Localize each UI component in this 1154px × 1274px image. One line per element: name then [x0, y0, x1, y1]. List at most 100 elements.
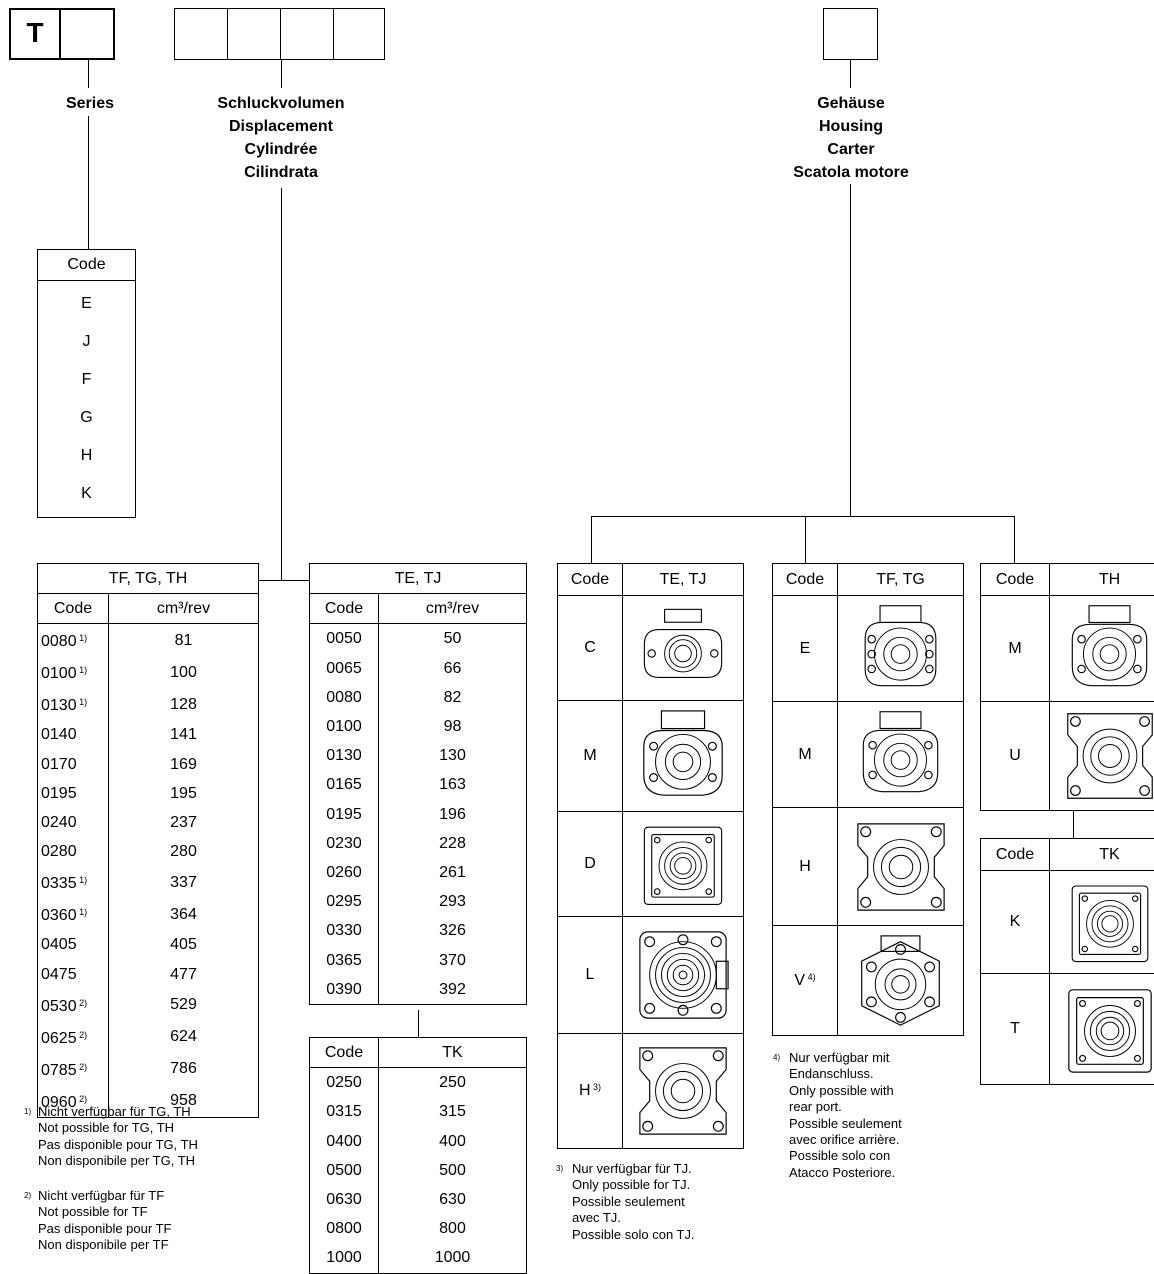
footnote-mark: 2)	[76, 997, 88, 1008]
row-code-text: 0335	[41, 875, 77, 893]
row-value: 98	[378, 711, 527, 742]
series-code-K: K	[81, 485, 92, 502]
row-code-text: 0165	[326, 776, 362, 794]
row-code: M	[557, 700, 623, 812]
row-code: D	[557, 811, 623, 917]
table-row: 0800 800	[309, 1214, 527, 1244]
magneto-flange-icon	[643, 710, 723, 796]
mounting-drawing	[622, 916, 744, 1034]
table-row: 0080 1) 81	[37, 623, 259, 657]
row-code-text: 0390	[326, 980, 362, 998]
table-row: 0130 1) 128	[37, 688, 259, 721]
table-row: V 4)	[772, 925, 964, 1036]
col-code: Code	[309, 593, 379, 625]
row-code: 0475	[37, 959, 109, 989]
table-header: Code TE, TJ	[557, 563, 744, 596]
row-value: 237	[108, 807, 259, 838]
row-code-text: U	[1009, 747, 1021, 764]
housing-table-tf-tg: Code TF, TG E M H V 4)	[772, 563, 964, 1036]
row-code: 0405	[37, 930, 109, 960]
series-code-table: Code E J F G H K	[37, 249, 136, 518]
row-code-text: 0960	[41, 1093, 77, 1111]
four-bolt-square-icon	[856, 822, 945, 911]
row-value: 1000	[378, 1243, 527, 1274]
row-value: 81	[108, 623, 259, 657]
footnote-mark: 2)	[76, 1061, 88, 1072]
row-value: 624	[108, 1020, 259, 1053]
row-code-text: M	[1008, 639, 1022, 657]
footnote-mark: 2)	[76, 1093, 88, 1104]
row-code-text: D	[584, 855, 596, 872]
row-value: 364	[108, 898, 259, 931]
row-code: 1000	[309, 1243, 379, 1274]
row-code-text: T	[1010, 1020, 1020, 1037]
row-code: 0140	[37, 720, 109, 750]
row-code-text: 0130	[41, 697, 77, 715]
table-row: 0100 1) 100	[37, 656, 259, 689]
mounting-drawing	[622, 700, 744, 812]
table-row: 0360 1) 364	[37, 898, 259, 931]
row-code-text: 0500	[326, 1161, 362, 1179]
row-code: 0100	[309, 711, 379, 742]
mounting-drawing	[622, 811, 744, 917]
table-row: K	[980, 870, 1154, 974]
table-row: 0405 405	[37, 930, 259, 960]
mounting-drawing	[1049, 870, 1154, 974]
table-row: E	[772, 595, 964, 702]
row-value: 169	[108, 749, 259, 779]
row-code-text: 0330	[326, 922, 362, 940]
row-code: M	[772, 701, 838, 808]
row-value: 400	[378, 1126, 527, 1156]
col-code: Code	[37, 593, 109, 625]
mounting-drawing	[1049, 701, 1154, 811]
table-header: Code TH	[980, 563, 1154, 596]
col-title: TH	[1049, 563, 1154, 596]
table-row: 0140 141	[37, 720, 259, 750]
row-value: 529	[108, 988, 259, 1021]
col-title: TK	[1049, 838, 1154, 871]
mounting-drawing	[1049, 595, 1154, 702]
row-code: 0315	[309, 1097, 379, 1127]
row-code-text: 0475	[41, 965, 77, 983]
row-code: 0195	[309, 799, 379, 829]
row-code-text: 0530	[41, 997, 77, 1015]
table-row: 0630 630	[309, 1184, 527, 1215]
row-code-text: 0295	[326, 893, 362, 911]
displacement-code-box-1	[174, 8, 228, 60]
row-code: 0630	[309, 1184, 379, 1215]
row-code: 0335 1)	[37, 866, 109, 899]
row-value: 141	[108, 720, 259, 750]
row-code: 0165	[309, 770, 379, 800]
col-code: Code	[980, 563, 1050, 596]
table-row: 0065 66	[309, 653, 527, 683]
row-code-text: L	[585, 966, 595, 983]
housing-table-tk: Code TK K T	[980, 838, 1154, 1085]
footnote-1: 1) Nicht verfügbar für TG, TH Not possibl…	[24, 1104, 274, 1170]
table-row: 0390 392	[309, 974, 527, 1005]
mounting-drawing	[1049, 973, 1154, 1085]
table-row: 0240 237	[37, 807, 259, 838]
row-code: V 4)	[772, 925, 838, 1036]
table-row: 0250 250	[309, 1067, 527, 1098]
row-code-text: 0195	[326, 805, 362, 823]
row-code: 0625 2)	[37, 1020, 109, 1053]
row-code-text: 0630	[326, 1191, 362, 1209]
col-code: Code	[309, 1036, 379, 1069]
row-code: 0230	[309, 828, 379, 858]
series-letter: T	[26, 17, 44, 48]
row-code-text: 1000	[326, 1249, 362, 1267]
housing-table-th: Code TH M U	[980, 563, 1154, 811]
row-code: 0240	[37, 807, 109, 838]
row-value: 500	[378, 1155, 527, 1185]
row-code-text: 0080	[41, 633, 77, 651]
row-value: 130	[378, 741, 527, 771]
footnote-mark: 1)	[76, 665, 88, 676]
table-row: 0530 2) 529	[37, 988, 259, 1021]
table-row: 0165 163	[309, 770, 527, 800]
row-code: 0800	[309, 1214, 379, 1244]
housing-table-te-tj: Code TE, TJ C M D L H 3)	[557, 563, 744, 1149]
row-code: 0260	[309, 857, 379, 888]
row-code-text: 0050	[326, 630, 362, 648]
row-value: 392	[378, 974, 527, 1005]
mounting-drawing	[837, 701, 964, 808]
